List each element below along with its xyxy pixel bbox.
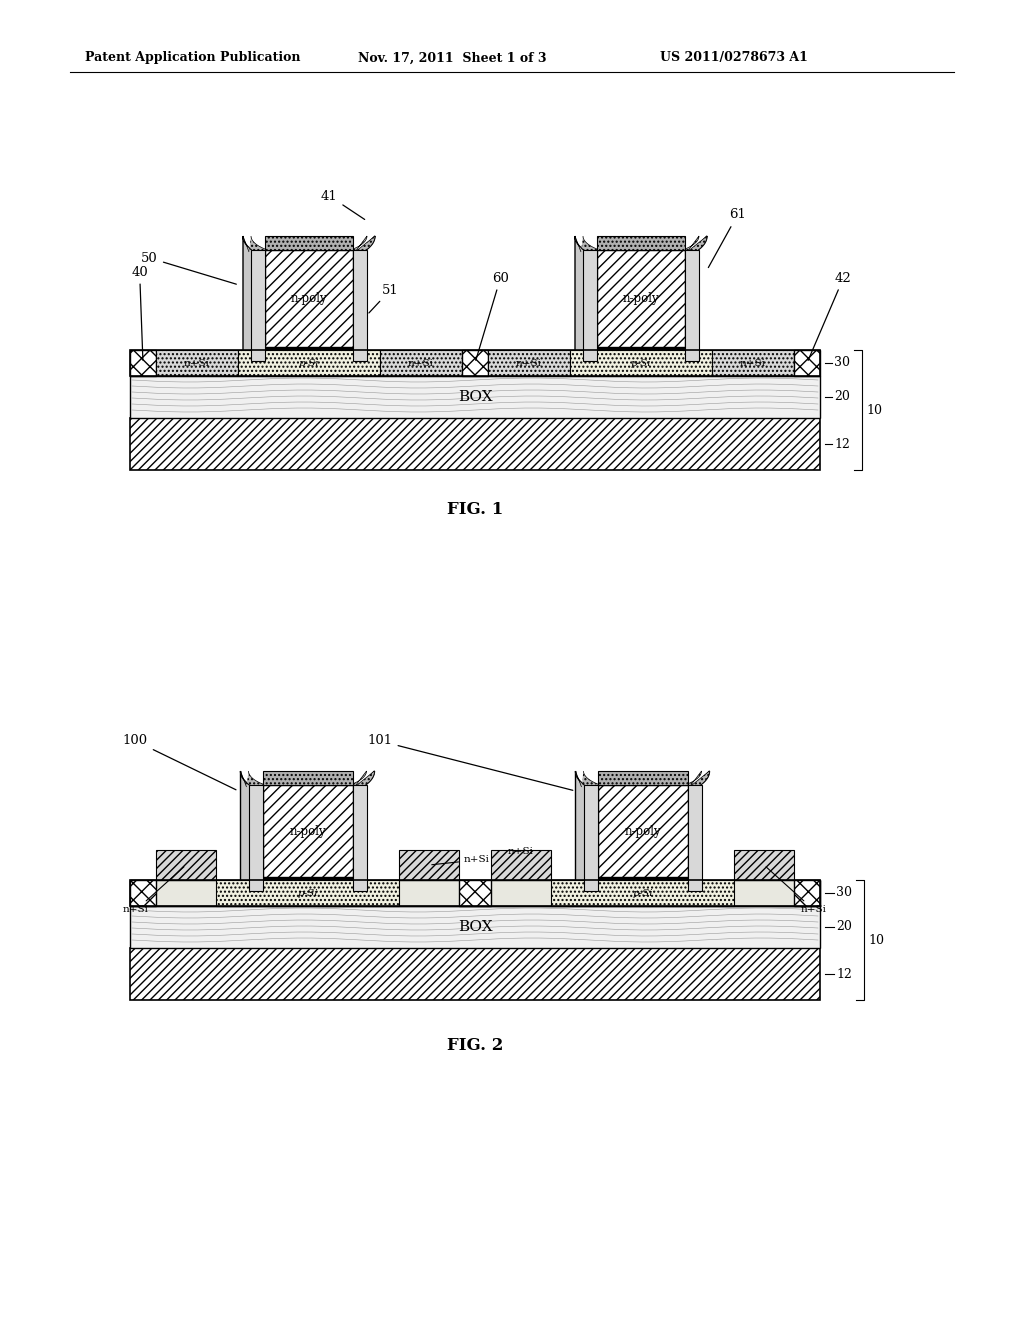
Text: 20: 20 xyxy=(834,391,850,404)
Bar xyxy=(265,249,353,347)
PathPatch shape xyxy=(575,236,707,350)
Bar xyxy=(583,249,597,360)
Bar xyxy=(130,880,820,906)
Bar xyxy=(597,785,687,876)
Bar xyxy=(597,771,687,785)
Bar xyxy=(597,249,685,347)
Bar xyxy=(794,350,820,376)
Text: n-poly: n-poly xyxy=(623,292,659,305)
Text: 60: 60 xyxy=(476,272,509,360)
PathPatch shape xyxy=(575,771,710,799)
Text: n-poly: n-poly xyxy=(625,825,660,837)
Text: p-Si: p-Si xyxy=(297,888,317,898)
Bar xyxy=(794,880,820,906)
Bar xyxy=(130,350,156,376)
Bar xyxy=(380,350,462,376)
Bar xyxy=(249,785,262,891)
Bar xyxy=(216,880,399,906)
Text: 30: 30 xyxy=(836,887,852,899)
Bar xyxy=(353,249,367,360)
Bar xyxy=(551,880,734,906)
Text: 40: 40 xyxy=(131,265,148,360)
PathPatch shape xyxy=(241,771,375,880)
Text: Nov. 17, 2011  Sheet 1 of 3: Nov. 17, 2011 Sheet 1 of 3 xyxy=(358,51,547,65)
Bar xyxy=(712,350,794,376)
PathPatch shape xyxy=(243,236,375,264)
Text: n+Si: n+Si xyxy=(432,855,489,865)
Bar xyxy=(265,347,353,350)
Text: 41: 41 xyxy=(321,190,365,219)
Bar xyxy=(597,236,685,249)
PathPatch shape xyxy=(575,236,707,264)
Bar xyxy=(462,350,488,376)
Bar xyxy=(488,350,570,376)
Bar xyxy=(262,785,352,876)
Text: n+Si: n+Si xyxy=(766,867,827,915)
Text: n+Si: n+Si xyxy=(516,359,542,367)
Bar xyxy=(130,376,820,418)
Text: US 2011/0278673 A1: US 2011/0278673 A1 xyxy=(660,51,808,65)
Text: BOX: BOX xyxy=(458,920,493,935)
Bar xyxy=(130,906,820,948)
Bar xyxy=(265,236,353,249)
Text: n+Si: n+Si xyxy=(123,867,184,915)
Text: p-Si: p-Si xyxy=(299,359,319,367)
Bar xyxy=(597,876,687,880)
Bar xyxy=(130,880,156,906)
Text: 12: 12 xyxy=(836,968,852,981)
Bar xyxy=(262,771,352,785)
Bar xyxy=(130,880,820,906)
Bar xyxy=(251,249,265,360)
Bar xyxy=(570,350,712,376)
Bar xyxy=(156,850,216,880)
Text: BOX: BOX xyxy=(458,389,493,404)
Bar xyxy=(130,418,820,470)
PathPatch shape xyxy=(575,771,710,880)
Text: n+Si: n+Si xyxy=(184,359,210,367)
Text: 101: 101 xyxy=(368,734,572,791)
Text: 10: 10 xyxy=(868,933,884,946)
Bar xyxy=(156,350,238,376)
Text: n-poly: n-poly xyxy=(291,292,328,305)
Text: 30: 30 xyxy=(834,356,850,370)
Text: FIG. 1: FIG. 1 xyxy=(446,502,503,519)
Text: n+Si: n+Si xyxy=(508,847,534,862)
Text: 100: 100 xyxy=(123,734,236,789)
Bar xyxy=(238,350,380,376)
Text: FIG. 2: FIG. 2 xyxy=(446,1036,503,1053)
Text: p-Si: p-Si xyxy=(631,359,651,367)
Bar xyxy=(597,347,685,350)
Bar xyxy=(262,876,352,880)
PathPatch shape xyxy=(243,236,375,350)
Bar xyxy=(399,850,459,880)
Text: 61: 61 xyxy=(709,209,745,268)
Text: 42: 42 xyxy=(808,272,852,360)
Bar xyxy=(734,850,794,880)
Bar xyxy=(584,785,597,891)
Bar xyxy=(130,948,820,1001)
Text: 10: 10 xyxy=(866,404,882,417)
Text: Patent Application Publication: Patent Application Publication xyxy=(85,51,300,65)
Bar xyxy=(687,785,701,891)
Bar xyxy=(130,350,820,376)
Text: 20: 20 xyxy=(836,920,852,933)
Bar xyxy=(352,785,367,891)
Bar xyxy=(685,249,699,360)
PathPatch shape xyxy=(241,771,375,799)
Text: n+Si: n+Si xyxy=(408,359,434,367)
Text: n+Si: n+Si xyxy=(740,359,766,367)
Text: n-poly: n-poly xyxy=(289,825,326,837)
Bar xyxy=(459,880,490,906)
Text: p-Si: p-Si xyxy=(632,888,653,898)
Text: 12: 12 xyxy=(834,437,850,450)
Text: 51: 51 xyxy=(369,284,398,313)
Bar xyxy=(490,850,551,880)
Text: 50: 50 xyxy=(141,252,237,284)
